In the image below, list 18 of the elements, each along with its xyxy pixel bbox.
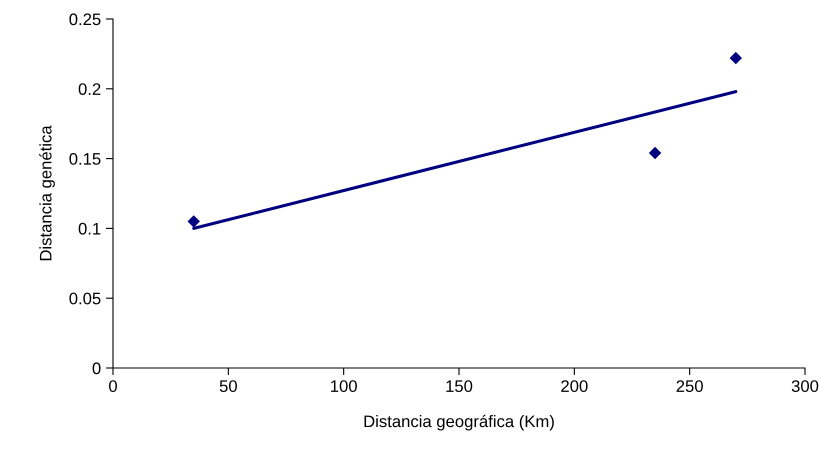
x-tick-label: 100	[331, 380, 357, 392]
x-tick-label: 200	[561, 380, 588, 392]
y-tick-label: 0.2	[78, 83, 100, 96]
point	[648, 146, 662, 160]
x-tick-label: 150	[446, 380, 472, 392]
x-tick-label: 250	[676, 380, 703, 392]
point	[730, 52, 742, 64]
x-axis-title: Distancia geográfica (Km)	[364, 414, 554, 431]
y-tick-label: 0	[92, 362, 101, 374]
y-axis-title: Distancia genética	[39, 125, 55, 260]
x-tick-label: 300	[792, 380, 818, 392]
y-tick-label: 0.05	[69, 292, 100, 304]
y-tick-label: 0.25	[69, 13, 100, 26]
y-tick-label: 0.1	[78, 222, 100, 235]
x-tick-label: 0	[109, 380, 117, 392]
x-tick-label: 50	[220, 380, 237, 392]
y-tick-label: 0.15	[69, 153, 100, 165]
point	[188, 215, 200, 228]
